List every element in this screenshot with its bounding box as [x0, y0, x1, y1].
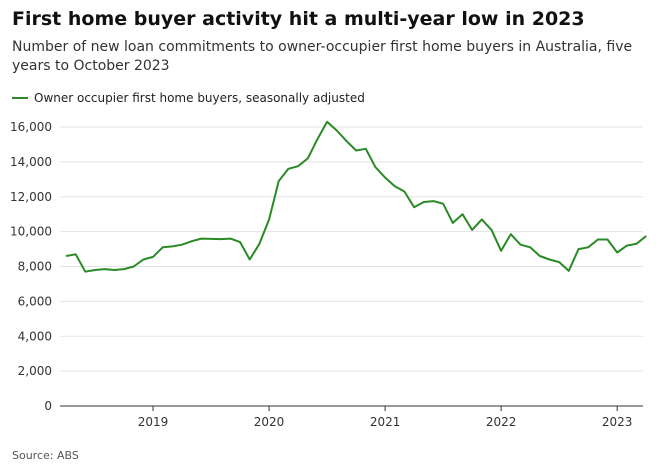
gridlines — [60, 126, 643, 407]
legend: Owner occupier first home buyers, season… — [12, 91, 365, 105]
series-layer — [65, 120, 647, 273]
x-tick-label: 2021 — [370, 415, 401, 429]
chart-title: First home buyer activity hit a multi-ye… — [12, 8, 585, 30]
y-tick-label: 12,000 — [10, 190, 52, 204]
y-tick-label: 6,000 — [18, 294, 52, 308]
y-tick-label: 10,000 — [10, 225, 52, 239]
y-tick-label: 4,000 — [18, 329, 52, 343]
chart-subtitle: Number of new loan commitments to owner-… — [12, 39, 633, 74]
y-tick-label: 14,000 — [10, 155, 52, 169]
y-tick-label: 8,000 — [18, 260, 52, 274]
x-tick-label: 2019 — [138, 415, 169, 429]
legend-label: Owner occupier first home buyers, season… — [34, 91, 365, 105]
y-tick-label: 16,000 — [10, 120, 52, 134]
source-note: Source: ABS — [12, 449, 79, 462]
x-tick-label: 2022 — [486, 415, 517, 429]
x-tick-label: 2023 — [602, 415, 633, 429]
legend-swatch — [12, 97, 28, 99]
y-tick-label: 2,000 — [18, 364, 52, 378]
series-line-first-home-buyers — [65, 120, 647, 273]
x-axis: 2019 2020 2021 2022 2023 — [138, 406, 633, 429]
y-tick-label: 0 — [44, 399, 52, 413]
y-axis: 0 2,000 4,000 6,000 8,000 10,000 12,000 14,000 1… — [10, 120, 52, 413]
x-tick-label: 2020 — [254, 415, 285, 429]
